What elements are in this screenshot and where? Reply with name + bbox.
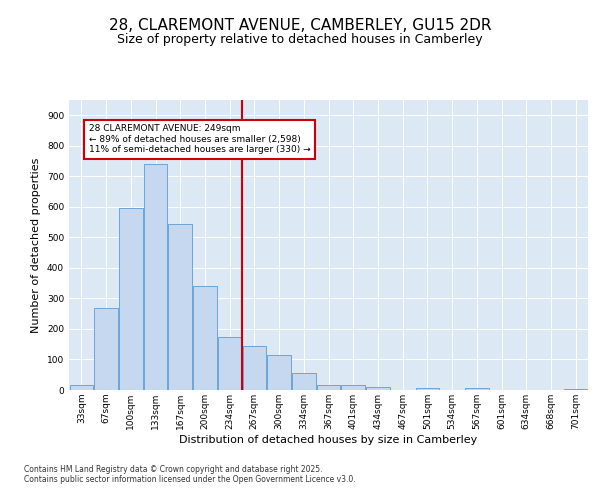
Bar <box>366 387 389 390</box>
Bar <box>564 389 587 390</box>
Text: Size of property relative to detached houses in Camberley: Size of property relative to detached ho… <box>117 32 483 46</box>
Bar <box>144 164 167 390</box>
Bar <box>416 388 439 390</box>
Bar <box>119 208 143 390</box>
Text: 28, CLAREMONT AVENUE, CAMBERLEY, GU15 2DR: 28, CLAREMONT AVENUE, CAMBERLEY, GU15 2D… <box>109 18 491 32</box>
Bar <box>268 355 291 390</box>
Text: Contains HM Land Registry data © Crown copyright and database right 2025.: Contains HM Land Registry data © Crown c… <box>24 466 323 474</box>
X-axis label: Distribution of detached houses by size in Camberley: Distribution of detached houses by size … <box>179 434 478 444</box>
Bar <box>94 308 118 390</box>
Bar <box>341 384 365 390</box>
Text: Contains public sector information licensed under the Open Government Licence v3: Contains public sector information licen… <box>24 476 356 484</box>
Text: 28 CLAREMONT AVENUE: 249sqm
← 89% of detached houses are smaller (2,598)
11% of : 28 CLAREMONT AVENUE: 249sqm ← 89% of det… <box>89 124 310 154</box>
Y-axis label: Number of detached properties: Number of detached properties <box>31 158 41 332</box>
Bar <box>292 373 316 390</box>
Bar <box>169 224 192 390</box>
Bar <box>70 384 93 390</box>
Bar <box>317 384 340 390</box>
Bar <box>242 346 266 390</box>
Bar <box>465 388 488 390</box>
Bar <box>218 336 241 390</box>
Bar <box>193 286 217 390</box>
